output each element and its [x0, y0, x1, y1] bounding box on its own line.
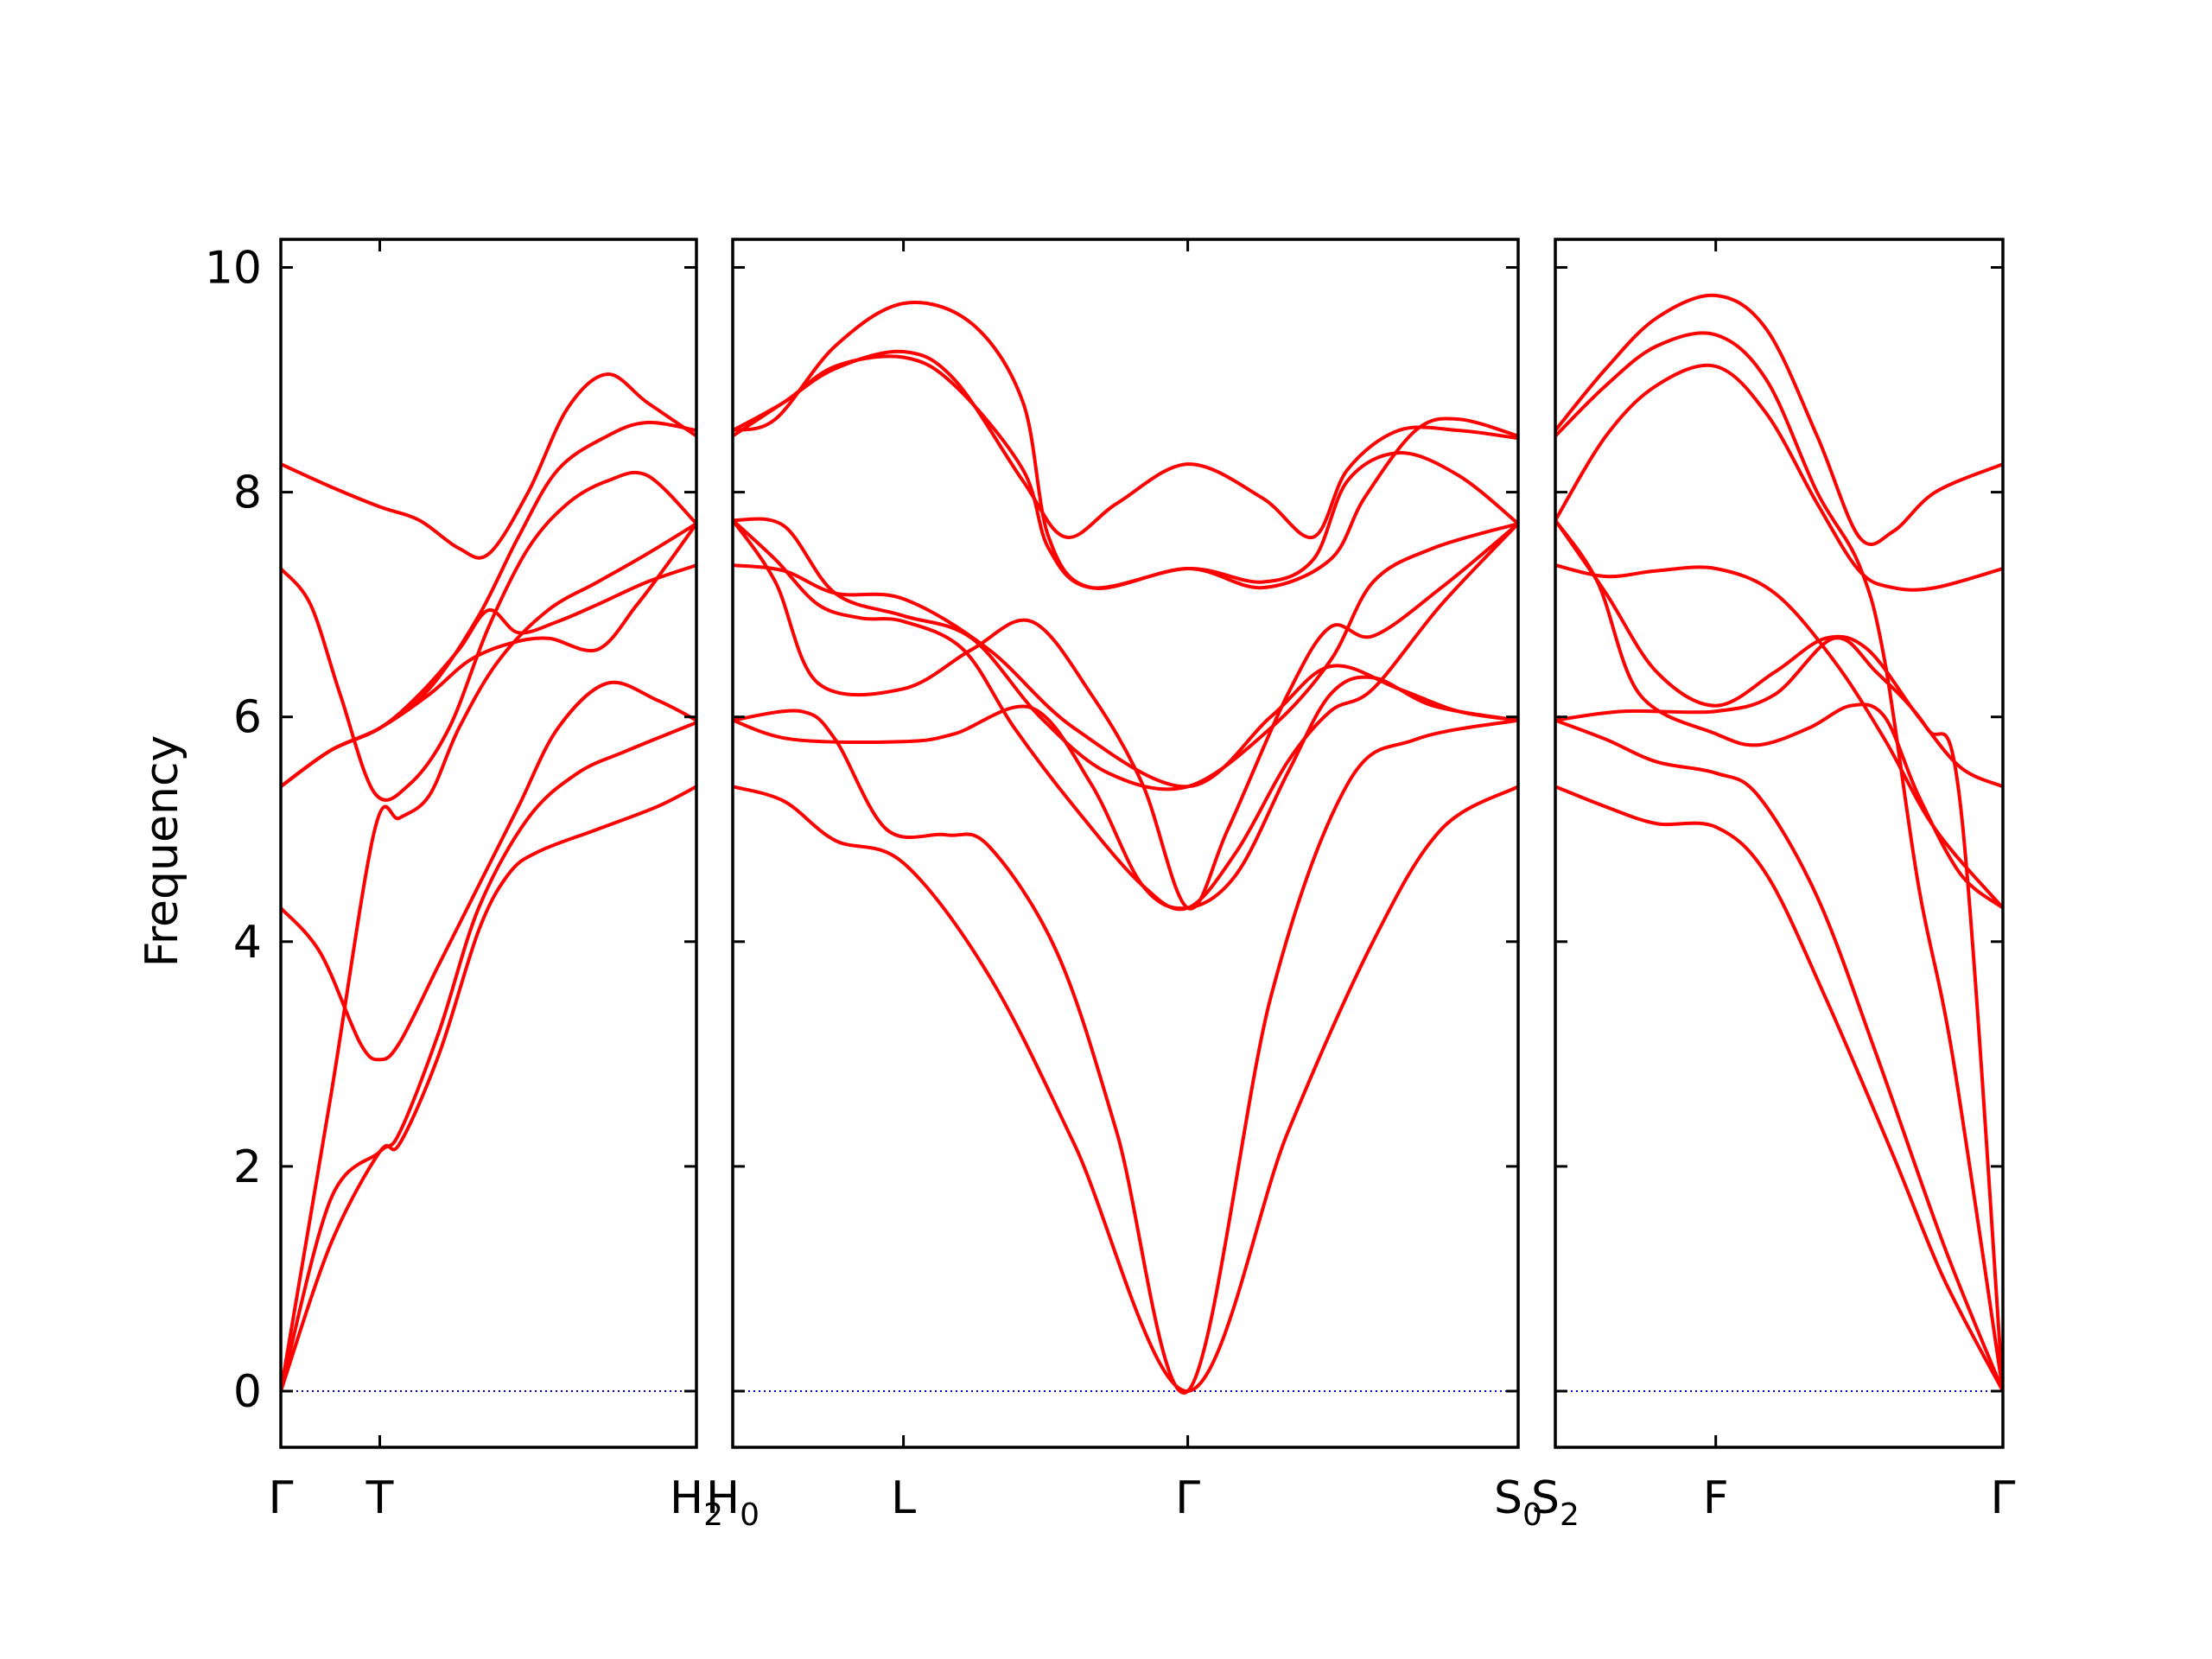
x-tick-label: L — [891, 1472, 916, 1524]
band-line-9 — [281, 420, 696, 789]
band-line-3 — [733, 675, 1518, 911]
panel-1: 0 2 4 6 8 10 Γ T H2 — [205, 238, 723, 1533]
band-line-6 — [1555, 518, 2003, 789]
axes-frame — [1554, 238, 2005, 1449]
y-tick-label: 4 — [233, 917, 262, 969]
panel-3: S2 F Γ — [1531, 238, 2016, 1533]
band-line-10 — [733, 301, 1518, 590]
y-tick-label: 2 — [233, 1141, 262, 1193]
x-tick-label: S2 — [1531, 1472, 1580, 1533]
band-line-2 — [733, 709, 1518, 1395]
band-line-9 — [733, 349, 1518, 540]
band-line-7 — [1555, 363, 2003, 592]
bands — [281, 372, 696, 1393]
band-line-5 — [733, 518, 1518, 912]
band-line-4 — [1555, 518, 2003, 910]
y-tick-label: 8 — [233, 467, 262, 519]
band-line-9 — [1555, 293, 2003, 546]
band-line-4 — [281, 522, 696, 1393]
panel-2: H0 L Γ S0 — [706, 238, 1542, 1533]
x-tick-label: H0 — [706, 1472, 760, 1533]
x-tick-label: T — [365, 1472, 394, 1524]
band-line-1 — [1555, 785, 2003, 1393]
y-tick-label: 10 — [205, 243, 262, 295]
band-line-5 — [1555, 563, 2003, 910]
band-line-3 — [1555, 636, 2003, 1393]
band-line-4 — [733, 518, 1518, 911]
x-tick-label: S0 — [1494, 1472, 1542, 1533]
band-line-7 — [733, 517, 1518, 791]
axes-frame — [731, 238, 1520, 1449]
band-line-3 — [281, 680, 696, 1062]
band-line-8 — [1555, 331, 2003, 1393]
y-axis-label: Frequency — [137, 735, 188, 968]
x-tick-label: Γ — [1991, 1472, 2016, 1524]
axes-frame — [279, 238, 698, 1449]
x-tick-label: Γ — [1175, 1472, 1200, 1524]
x-tick-label: Γ — [269, 1472, 294, 1524]
bands — [1555, 293, 2003, 1393]
band-line-1 — [733, 785, 1518, 1394]
band-line-8 — [733, 354, 1518, 590]
band-line-8 — [281, 372, 696, 560]
x-tick-label: H2 — [670, 1472, 723, 1533]
x-tick-label: F — [1703, 1472, 1729, 1524]
band-line-5 — [281, 470, 696, 802]
bands — [733, 301, 1518, 1395]
y-tick-label: 0 — [233, 1366, 262, 1418]
band-line-1 — [281, 785, 696, 1393]
band-line-2 — [281, 721, 696, 1393]
y-tick-label: 6 — [233, 692, 262, 744]
band-line-2 — [1555, 718, 2003, 1393]
